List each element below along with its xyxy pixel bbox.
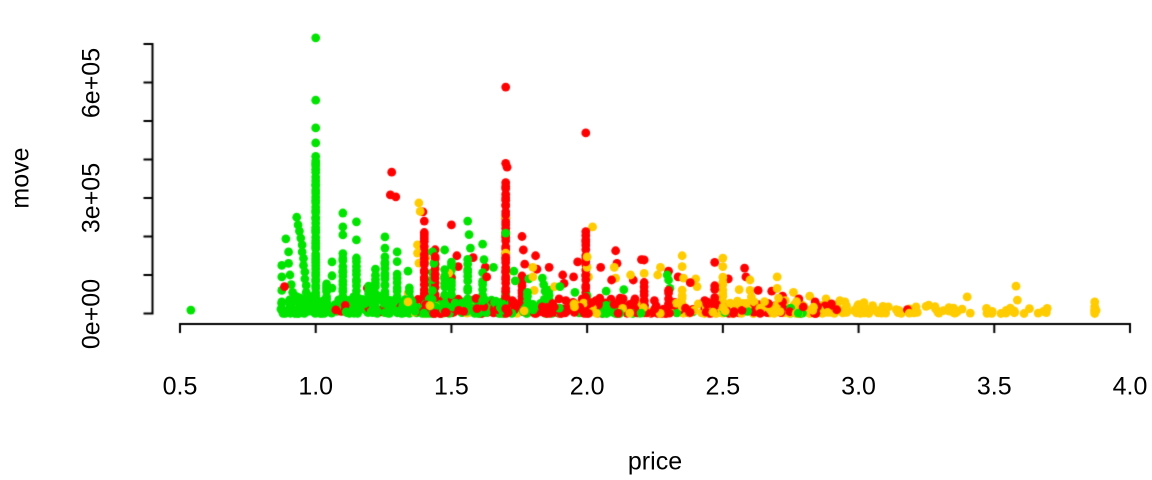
x-axis-title: price xyxy=(627,447,683,476)
y-axis-title: move xyxy=(6,147,35,209)
x-tick-label-2.5: 2.5 xyxy=(705,372,741,401)
x-tick-label-0.5: 0.5 xyxy=(162,372,198,401)
x-tick-label-3.5: 3.5 xyxy=(976,372,1012,401)
x-tick-label-1.5: 1.5 xyxy=(434,372,469,401)
x-tick-label-4.0: 4.0 xyxy=(1112,372,1148,401)
x-tick-label-1.0: 1.0 xyxy=(298,372,334,401)
y-tick-label-6e+05: 6e+05 xyxy=(77,47,106,118)
y-tick-label-0e+00: 0e+00 xyxy=(77,278,106,349)
y-tick-label-3e+05: 3e+05 xyxy=(77,162,106,234)
x-tick-label-2.0: 2.0 xyxy=(569,372,605,401)
x-tick-label-3.0: 3.0 xyxy=(841,372,876,401)
